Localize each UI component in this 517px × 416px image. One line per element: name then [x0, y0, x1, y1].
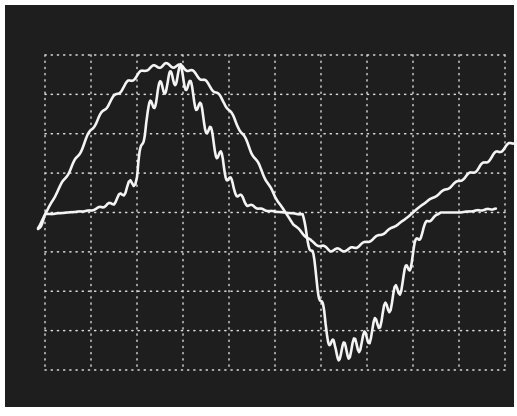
screen-background [5, 5, 514, 407]
trace-1 [36, 61, 517, 253]
trace-group [36, 61, 517, 362]
trace-2 [36, 62, 498, 362]
